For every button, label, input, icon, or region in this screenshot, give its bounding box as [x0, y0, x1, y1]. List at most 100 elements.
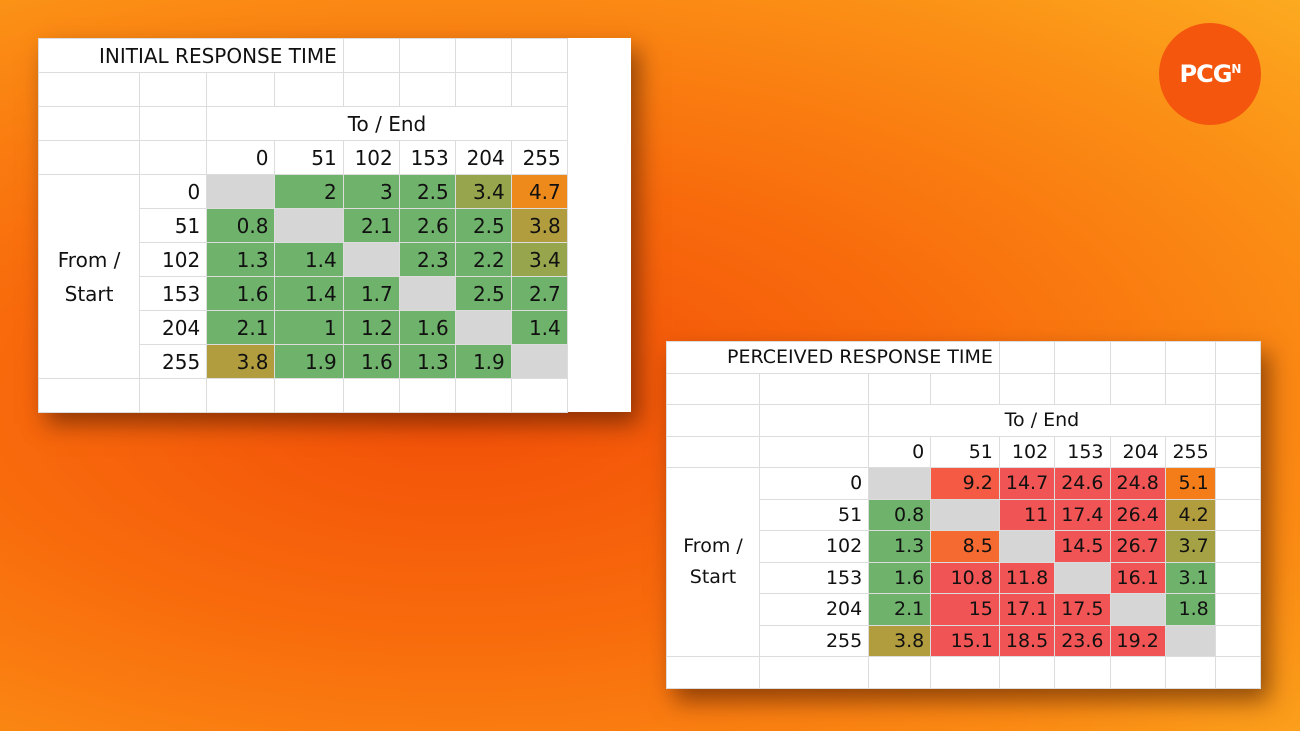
- y-axis-label-text: From / Start: [57, 247, 121, 306]
- logo-superscript: N: [1231, 62, 1241, 76]
- y-tick-label: 255: [139, 344, 208, 379]
- empty-cell: [1214, 593, 1262, 626]
- initial-response-time-table: INITIAL RESPONSE TIME To / End 0 51 102 153 20…: [37, 38, 631, 413]
- empty-cell: [1054, 341, 1111, 374]
- x-axis-label: To / End: [206, 106, 568, 141]
- empty-cell: [454, 72, 512, 107]
- empty-cell: [1214, 372, 1262, 405]
- heatmap-cell: 17.5: [1054, 593, 1111, 626]
- y-tick-label: 153: [759, 561, 870, 594]
- x-tick-label: 255: [510, 140, 568, 175]
- heatmap-cell: 1.3: [206, 242, 276, 277]
- heatmap-cell: [342, 242, 400, 277]
- empty-cell: [1214, 561, 1262, 594]
- y-axis-label: From / Start: [665, 467, 761, 657]
- pcgn-logo: PCG N: [1159, 23, 1261, 125]
- heatmap-cell: 2.1: [206, 310, 276, 345]
- heatmap-cell: [206, 174, 276, 209]
- heatmap-cell: 1.6: [398, 310, 456, 345]
- empty-cell: [510, 378, 568, 413]
- empty-cell: [930, 372, 1000, 405]
- heatmap-cell: 2.1: [868, 593, 932, 626]
- heatmap-cell: 2.7: [510, 276, 568, 311]
- heatmap-cell: 2.1: [342, 208, 400, 243]
- empty-cell: [454, 378, 512, 413]
- heatmap-cell: 1.3: [868, 530, 932, 563]
- heatmap-cell: 9.2: [930, 467, 1000, 500]
- empty-cell: [665, 404, 761, 437]
- x-tick-label: 204: [1109, 435, 1166, 468]
- heatmap-cell: 1.8: [1164, 593, 1216, 626]
- x-tick-label: 102: [998, 435, 1056, 468]
- empty-cell: [206, 378, 276, 413]
- perceived-response-time-table: PERCEIVED RESPONSE TIME To / End 0 51 102 153…: [665, 341, 1262, 689]
- empty-cell: [759, 404, 870, 437]
- heatmap-cell: 1.9: [454, 344, 512, 379]
- x-tick-label: 153: [398, 140, 456, 175]
- heatmap-cell: 3.4: [454, 174, 512, 209]
- heatmap-grid: INITIAL RESPONSE TIME To / End 0 51 102 153 20…: [37, 38, 568, 413]
- empty-cell: [1109, 372, 1166, 405]
- empty-cell: [274, 378, 344, 413]
- empty-cell: [1214, 530, 1262, 563]
- heatmap-cell: 1.4: [274, 242, 344, 277]
- empty-cell: [665, 656, 761, 689]
- y-axis-label: From / Start: [37, 174, 141, 379]
- empty-cell: [1214, 624, 1262, 657]
- empty-cell: [37, 106, 141, 141]
- heatmap-cell: 2.3: [398, 242, 456, 277]
- empty-cell: [37, 72, 141, 107]
- empty-cell: [1054, 656, 1111, 689]
- heatmap-cell: 1.4: [510, 310, 568, 345]
- heatmap-cell: 4.7: [510, 174, 568, 209]
- heatmap-cell: 1: [274, 310, 344, 345]
- heatmap-cell: 1.6: [868, 561, 932, 594]
- empty-cell: [665, 372, 761, 405]
- heatmap-cell: 26.4: [1109, 498, 1166, 531]
- heatmap-cell: 26.7: [1109, 530, 1166, 563]
- heatmap-cell: [1109, 593, 1166, 626]
- empty-cell: [37, 378, 141, 413]
- empty-cell: [998, 656, 1056, 689]
- empty-cell: [206, 72, 276, 107]
- empty-cell: [1164, 372, 1216, 405]
- logo-text: PCG: [1179, 60, 1233, 88]
- empty-cell: [398, 72, 456, 107]
- heatmap-cell: 18.5: [998, 624, 1056, 657]
- heatmap-cell: 0.8: [868, 498, 932, 531]
- heatmap-cell: 16.1: [1109, 561, 1166, 594]
- empty-cell: [1214, 435, 1262, 468]
- empty-cell: [1214, 656, 1262, 689]
- empty-cell: [868, 372, 932, 405]
- empty-cell: [398, 38, 456, 73]
- empty-cell: [1164, 656, 1216, 689]
- heatmap-cell: 1.4: [274, 276, 344, 311]
- heatmap-cell: 10.8: [930, 561, 1000, 594]
- empty-cell: [398, 378, 456, 413]
- empty-cell: [759, 656, 870, 689]
- empty-cell: [342, 38, 400, 73]
- empty-cell: [665, 435, 761, 468]
- heatmap-cell: [274, 208, 344, 243]
- heatmap-cell: 15: [930, 593, 1000, 626]
- empty-cell: [1109, 656, 1166, 689]
- heatmap-cell: 3.4: [510, 242, 568, 277]
- y-tick-label: 102: [139, 242, 208, 277]
- empty-cell: [454, 38, 512, 73]
- heatmap-cell: 5.1: [1164, 467, 1216, 500]
- heatmap-cell: 17.4: [1054, 498, 1111, 531]
- heatmap-cell: 3.8: [206, 344, 276, 379]
- heatmap-cell: 1.7: [342, 276, 400, 311]
- heatmap-cell: 3.7: [1164, 530, 1216, 563]
- table-title: PERCEIVED RESPONSE TIME: [666, 341, 1000, 374]
- empty-cell: [1214, 404, 1262, 437]
- heatmap-cell: [1164, 624, 1216, 657]
- empty-cell: [1054, 372, 1111, 405]
- x-tick-label: 51: [274, 140, 344, 175]
- y-tick-label: 0: [139, 174, 208, 209]
- empty-cell: [998, 372, 1056, 405]
- empty-cell: [868, 656, 932, 689]
- empty-cell: [139, 140, 208, 175]
- y-axis-label-text: From / Start: [683, 535, 743, 588]
- x-tick-label: 0: [206, 140, 276, 175]
